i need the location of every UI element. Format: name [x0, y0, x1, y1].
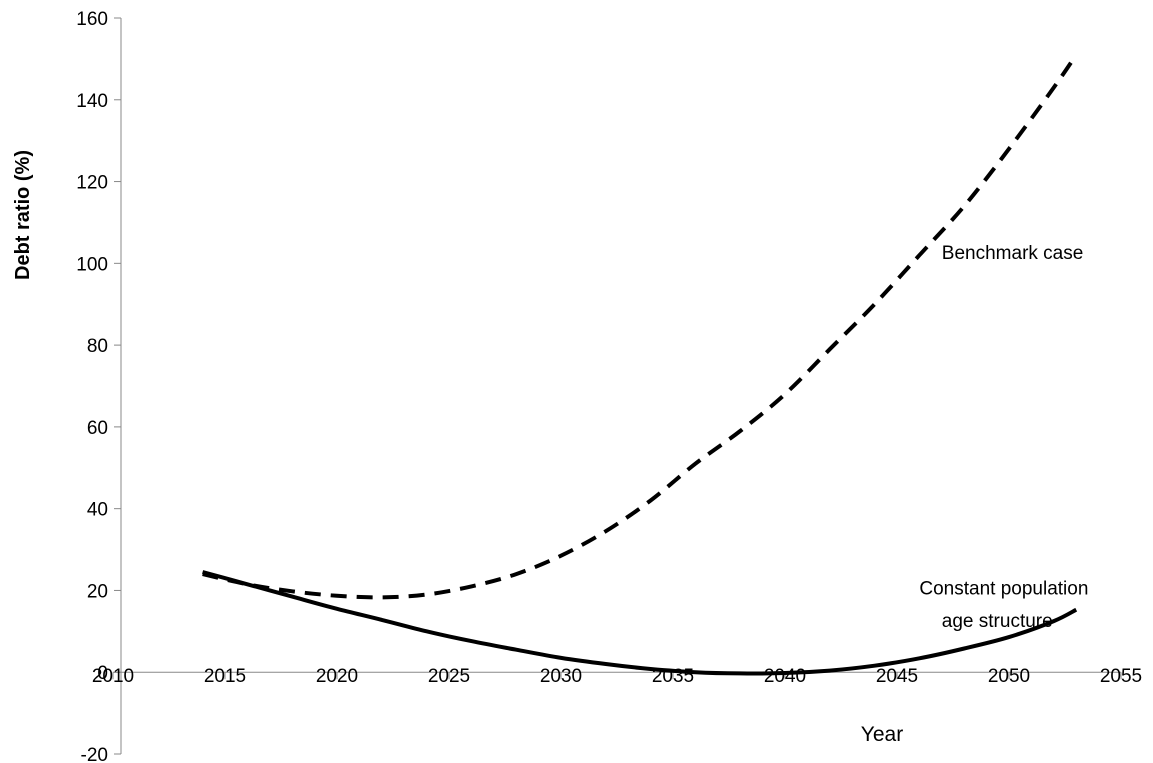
- x-tick-label: 2055: [1100, 666, 1142, 687]
- y-tick-label: 120: [76, 173, 108, 194]
- x-tick-label: 2025: [428, 666, 470, 687]
- y-tick-label: 20: [87, 581, 108, 602]
- x-tick-label: 2030: [540, 666, 582, 687]
- y-tick-label: 140: [76, 91, 108, 112]
- y-tick-label: 160: [76, 9, 108, 30]
- annotation-benchmark-case: Benchmark case: [942, 243, 1084, 264]
- series-line-benchmark: [202, 53, 1078, 600]
- y-tick-label: 80: [87, 336, 108, 357]
- annotation-age-structure: age structure: [942, 611, 1053, 632]
- x-tick-label: 2020: [316, 666, 358, 687]
- series-layer: [202, 53, 1078, 676]
- x-tick-label: 2015: [204, 666, 246, 687]
- y-tick-label: -20: [81, 745, 108, 763]
- y-tick-label: 0: [97, 663, 108, 684]
- x-axis-title: Year: [861, 723, 903, 746]
- series-line-constant-population: [202, 570, 1078, 676]
- x-tick-label: 2050: [988, 666, 1030, 687]
- x-tick-label: 2010: [92, 666, 134, 687]
- x-tick-label: 2040: [764, 666, 806, 687]
- x-tick-label: 2045: [876, 666, 918, 687]
- y-tick-label: 60: [87, 418, 108, 439]
- y-axis-title: Debt ratio (%): [12, 150, 34, 280]
- y-axis: -20 0 20 40 60 80 100 120 140 160: [76, 9, 122, 763]
- y-tick-label: 40: [87, 500, 108, 521]
- annotation-constant-population: Constant population: [919, 579, 1088, 600]
- y-tick-label: 100: [76, 254, 108, 275]
- annotation-layer: Benchmark case Constant population age str…: [919, 243, 1088, 632]
- x-axis: 2010 2015 2020 2025 2030 2035 2040 2045 2050 2055: [92, 666, 1142, 687]
